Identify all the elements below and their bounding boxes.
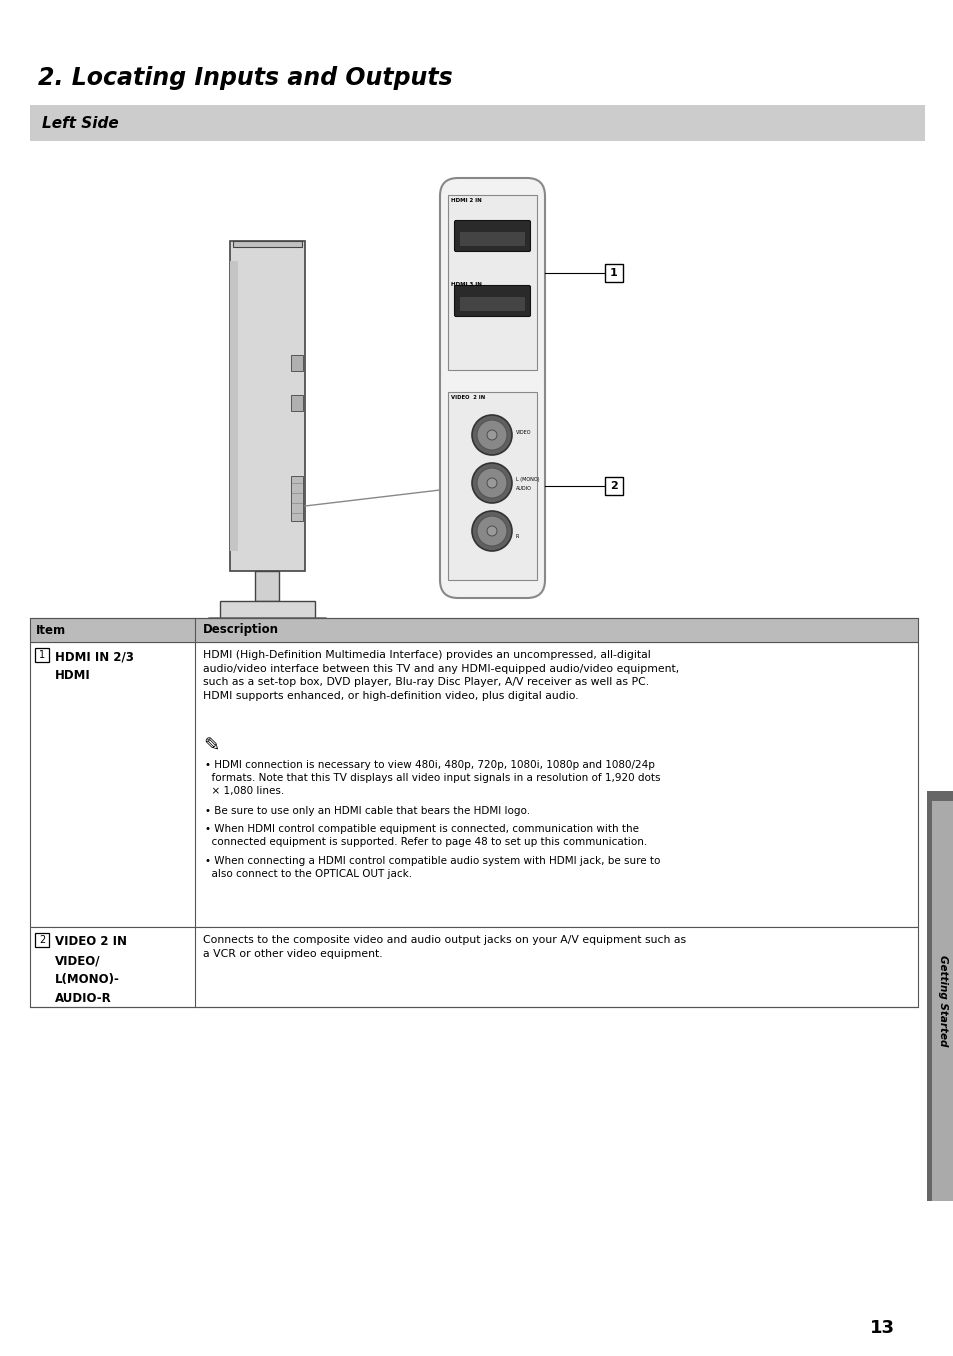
Circle shape [486, 526, 497, 536]
Text: HDMI IN 2/3
HDMI: HDMI IN 2/3 HDMI [55, 650, 133, 682]
Text: 2: 2 [39, 936, 45, 945]
Circle shape [486, 430, 497, 439]
Circle shape [472, 462, 512, 503]
FancyBboxPatch shape [439, 178, 544, 598]
Text: VIDEO: VIDEO [516, 430, 531, 434]
Circle shape [476, 420, 506, 450]
Bar [926, 791, 953, 1201]
Bar [604, 263, 622, 282]
Text: ✎: ✎ [203, 738, 219, 757]
Text: • When connecting a HDMI control compatible audio system with HDMI jack, be sure: • When connecting a HDMI control compati… [205, 856, 659, 879]
Text: HDMI 3 IN: HDMI 3 IN [451, 282, 481, 287]
Bar [604, 477, 622, 495]
Bar [30, 641, 917, 928]
Text: Description: Description [203, 624, 278, 636]
Bar [459, 232, 524, 245]
FancyBboxPatch shape [454, 221, 530, 251]
Text: • Be sure to use only an HDMI cable that bears the HDMI logo.: • Be sure to use only an HDMI cable that… [205, 805, 530, 815]
Text: R: R [516, 533, 518, 538]
Bar [291, 476, 303, 521]
Text: HDMI (High-Definition Multimedia Interface) provides an uncompressed, all-digita: HDMI (High-Definition Multimedia Interfa… [203, 650, 679, 701]
FancyBboxPatch shape [207, 618, 328, 639]
Bar [291, 395, 303, 411]
Bar [30, 928, 917, 1008]
Bar [291, 355, 303, 372]
Text: 1: 1 [610, 267, 618, 278]
FancyBboxPatch shape [454, 286, 530, 316]
Text: • When HDMI control compatible equipment is connected, communication with the
  : • When HDMI control compatible equipment… [205, 824, 646, 848]
Bar [220, 601, 314, 621]
Text: Item: Item [36, 624, 66, 636]
Text: HDMI 2 IN: HDMI 2 IN [451, 198, 481, 203]
Bar [30, 104, 924, 141]
Bar [233, 241, 302, 247]
Circle shape [472, 415, 512, 456]
Text: 2. Locating Inputs and Outputs: 2. Locating Inputs and Outputs [38, 66, 453, 89]
Bar [254, 571, 278, 601]
Bar [448, 392, 537, 580]
Bar [931, 801, 953, 1201]
Text: 1: 1 [39, 650, 45, 660]
Circle shape [476, 517, 506, 546]
Circle shape [472, 511, 512, 551]
Text: L (MONO): L (MONO) [516, 477, 539, 483]
Bar [230, 241, 305, 571]
Text: VIDEO  2 IN: VIDEO 2 IN [451, 395, 485, 400]
Bar [35, 933, 49, 946]
Bar [30, 618, 917, 641]
Text: AUDIO: AUDIO [516, 485, 532, 491]
Circle shape [476, 468, 506, 498]
Text: 2: 2 [610, 481, 618, 491]
Circle shape [486, 479, 497, 488]
Bar [448, 195, 537, 370]
Bar [35, 648, 49, 662]
Text: Left Side: Left Side [42, 115, 118, 130]
Bar [230, 260, 237, 551]
Text: Connects to the composite video and audio output jacks on your A/V equipment suc: Connects to the composite video and audi… [203, 936, 685, 959]
Text: Getting Started: Getting Started [937, 956, 947, 1047]
Text: VIDEO 2 IN
VIDEO/
L(MONO)-
AUDIO-R: VIDEO 2 IN VIDEO/ L(MONO)- AUDIO-R [55, 936, 127, 1005]
Text: • HDMI connection is necessary to view 480i, 480p, 720p, 1080i, 1080p and 1080/2: • HDMI connection is necessary to view 4… [205, 759, 659, 796]
Text: 13: 13 [868, 1319, 894, 1337]
Bar [459, 297, 524, 311]
